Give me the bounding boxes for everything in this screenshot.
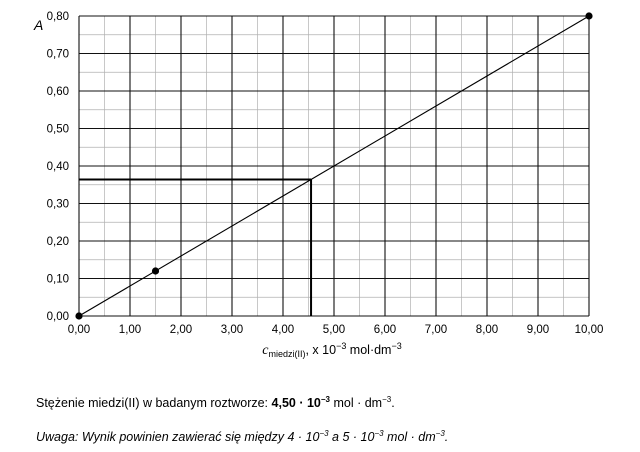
x-axis-unit-suffix: mol·dm: [346, 343, 391, 357]
x-axis-unit-prefix: , x 10: [305, 343, 336, 357]
x-axis-unit-suffix-exponent: −3: [391, 341, 401, 351]
remark-part1: Uwaga: Wynik powinien zawierać się międz…: [36, 430, 320, 444]
result-line: Stężenie miedzi(II) w badanym roztworze:…: [36, 394, 395, 410]
remark-exp2: −3: [374, 428, 384, 438]
x-axis-unit-exponent: −3: [336, 341, 346, 351]
x-tick-label: 8,00: [476, 324, 498, 336]
x-tick-label: 7,00: [425, 324, 447, 336]
series-line: [78, 15, 590, 317]
y-tick-label: 0,50: [47, 124, 69, 136]
x-tick-label: 0,00: [68, 324, 90, 336]
y-tick-label: 0,00: [47, 311, 69, 323]
y-tick-label: 0,60: [47, 86, 69, 98]
y-tick-label: 0,80: [47, 11, 69, 23]
remark-exp3: −3: [435, 428, 445, 438]
y-tick-labels: 0,00 0,10 0,20 0,30 0,40 0,50 0,60 0,70 0,80: [47, 11, 69, 323]
x-tick-label: 5,00: [323, 324, 345, 336]
readout-lines: [79, 178, 313, 316]
x-tick-label: 4,00: [272, 324, 294, 336]
x-tick-label: 6,00: [374, 324, 396, 336]
y-tick-label: 0,30: [47, 199, 69, 211]
remark-part3: mol · dm: [383, 430, 436, 444]
x-axis-label: cmiedzi(II), x 10−3 mol·dm−3: [262, 341, 402, 359]
result-end: .: [391, 396, 395, 410]
result-value: 4,50 · 10: [271, 396, 321, 410]
x-tick-label: 3,00: [221, 324, 243, 336]
remark-end: .: [444, 430, 449, 444]
y-tick-label: 0,40: [47, 161, 69, 173]
y-tick-label: 0,10: [47, 274, 69, 286]
x-tick-label: 10,00: [575, 324, 604, 336]
remark-exp1: −3: [319, 428, 329, 438]
y-tick-label: 0,20: [47, 236, 69, 248]
x-tick-label: 1,00: [119, 324, 141, 336]
x-tick-label: 2,00: [170, 324, 192, 336]
result-unit-exponent: −3: [382, 394, 392, 404]
grid-major-lines: [78, 15, 590, 317]
result-prefix: Stężenie miedzi(II) w badanym roztworze:: [36, 396, 272, 410]
result-unit: mol · dm: [329, 396, 383, 410]
x-axis-symbol: c: [262, 343, 269, 358]
data-point: [585, 12, 593, 20]
data-point: [151, 267, 160, 275]
series-lines: [78, 15, 590, 317]
data-point: [75, 312, 83, 320]
calibration-chart: 0,00 0,10 0,20 0,30 0,40 0,50 0,60 0,70 0,80 0,0…: [33, 11, 604, 359]
data-points: [75, 12, 593, 320]
x-tick-labels: 0,00 1,00 2,00 3,00 4,00 5,00 6,00 7,00 8,00 9,00…: [68, 324, 604, 336]
x-axis-subscript: miedzi(II): [268, 349, 305, 359]
remark-part2: a 5 · 10: [328, 430, 375, 444]
y-axis-label: A: [33, 17, 43, 33]
x-tick-label: 9,00: [527, 324, 549, 336]
remark-line: Uwaga: Wynik powinien zawierać się międz…: [36, 428, 449, 444]
y-tick-label: 0,70: [47, 49, 69, 61]
result-value-exponent: −3: [320, 394, 330, 404]
